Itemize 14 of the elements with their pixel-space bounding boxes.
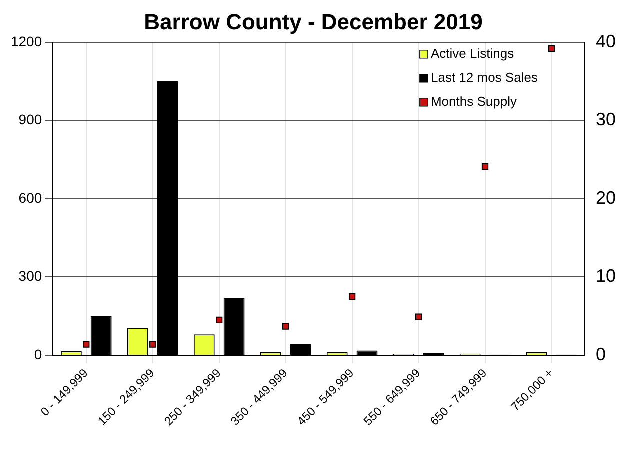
y2-tick-label: 0: [596, 344, 606, 364]
y-tick-label: 600: [18, 190, 42, 206]
y-tick-label: 300: [18, 268, 42, 284]
y2-tick-label: 10: [596, 266, 616, 286]
y2-tick-label: 40: [596, 31, 616, 52]
y-tick-label: 1200: [10, 33, 42, 50]
legend-label: Months Supply: [430, 94, 518, 109]
y2-tick-label: 30: [596, 110, 616, 130]
y-tick-label: 900: [18, 112, 42, 128]
y-tick-label: 0: [34, 346, 42, 362]
y2-tick-label: 20: [596, 188, 616, 208]
legend-label: Last 12 mos Sales: [430, 70, 538, 85]
legend-label: Active Listings: [430, 46, 515, 61]
chart-title: Barrow County - December 2019: [144, 9, 483, 34]
